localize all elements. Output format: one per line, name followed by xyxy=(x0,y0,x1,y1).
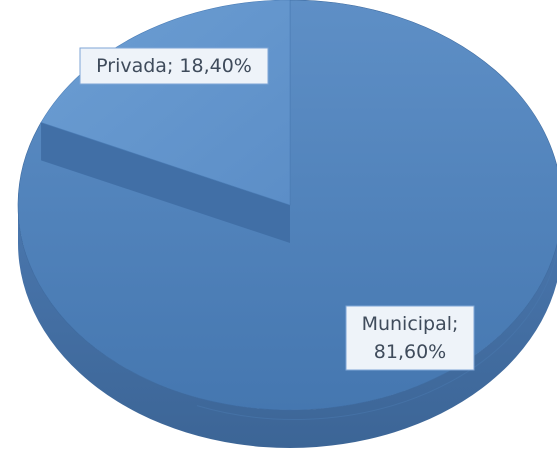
data-label-municipal-text: Municipal; xyxy=(362,313,459,335)
data-label-municipal: Municipal; 81,60% xyxy=(345,305,475,371)
data-label-privada: Privada; 18,40% xyxy=(79,47,269,85)
privada-slice-wall xyxy=(41,122,291,243)
data-label-municipal-box xyxy=(345,305,475,371)
data-label-municipal-text: 81,60% xyxy=(374,341,446,363)
data-label-privada-text: Privada; 18,40% xyxy=(96,55,252,77)
municipal-rim-highlight xyxy=(196,250,557,420)
municipal-slice-side xyxy=(18,205,557,448)
data-label-privada-box xyxy=(79,47,269,85)
